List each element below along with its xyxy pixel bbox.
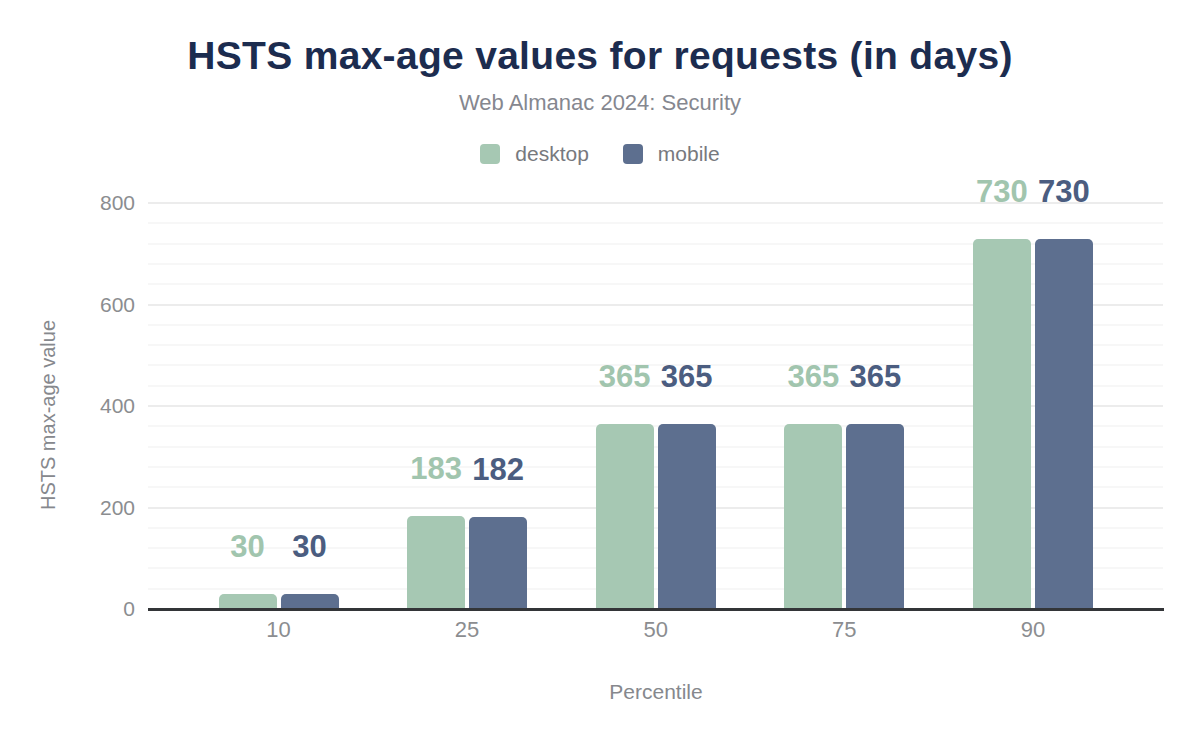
minor-gridline <box>148 222 1163 224</box>
mobile-bar-p25[interactable] <box>469 517 527 609</box>
legend-label-desktop: desktop <box>515 142 589 166</box>
mobile-bar-p10[interactable] <box>281 594 339 609</box>
desktop-bar-p90[interactable] <box>973 239 1031 609</box>
chart-title: HSTS max-age values for requests (in day… <box>0 34 1200 78</box>
legend-item-desktop[interactable]: desktop <box>480 142 589 166</box>
mobile-value-label-p10: 30 <box>250 531 370 563</box>
y-tick-label: 0 <box>55 596 135 622</box>
mobile-value-label-p50: 365 <box>627 361 747 393</box>
y-tick-label: 400 <box>55 393 135 419</box>
y-tick-label: 600 <box>55 292 135 318</box>
mobile-bar-p90[interactable] <box>1035 239 1093 609</box>
desktop-legend-swatch-icon <box>480 144 500 164</box>
desktop-bar-p75[interactable] <box>784 424 842 609</box>
mobile-bar-p75[interactable] <box>846 424 904 609</box>
desktop-bar-p25[interactable] <box>407 516 465 609</box>
legend-label-mobile: mobile <box>658 142 720 166</box>
desktop-bar-p10[interactable] <box>219 594 277 609</box>
y-tick-label: 800 <box>55 190 135 216</box>
mobile-value-label-p75: 365 <box>815 361 935 393</box>
desktop-bar-p50[interactable] <box>596 424 654 609</box>
mobile-value-label-p25: 182 <box>438 454 558 486</box>
legend-item-mobile[interactable]: mobile <box>623 142 720 166</box>
chart-subtitle: Web Almanac 2024: Security <box>0 90 1200 116</box>
x-tick-label-10: 10 <box>219 617 339 643</box>
x-axis-line <box>148 608 1164 611</box>
mobile-bar-p50[interactable] <box>658 424 716 609</box>
y-tick-label: 200 <box>55 495 135 521</box>
x-axis-title: Percentile <box>505 679 807 705</box>
mobile-legend-swatch-icon <box>623 144 643 164</box>
mobile-value-label-p90: 730 <box>1004 176 1124 208</box>
x-tick-label-25: 25 <box>407 617 527 643</box>
plot-area: 3030183182365365365365730730 <box>148 203 1163 609</box>
x-tick-label-50: 50 <box>596 617 716 643</box>
x-tick-label-90: 90 <box>973 617 1093 643</box>
x-tick-label-75: 75 <box>784 617 904 643</box>
legend: desktop mobile <box>0 142 1200 166</box>
hsts-max-age-chart: HSTS max-age values for requests (in day… <box>0 0 1200 742</box>
